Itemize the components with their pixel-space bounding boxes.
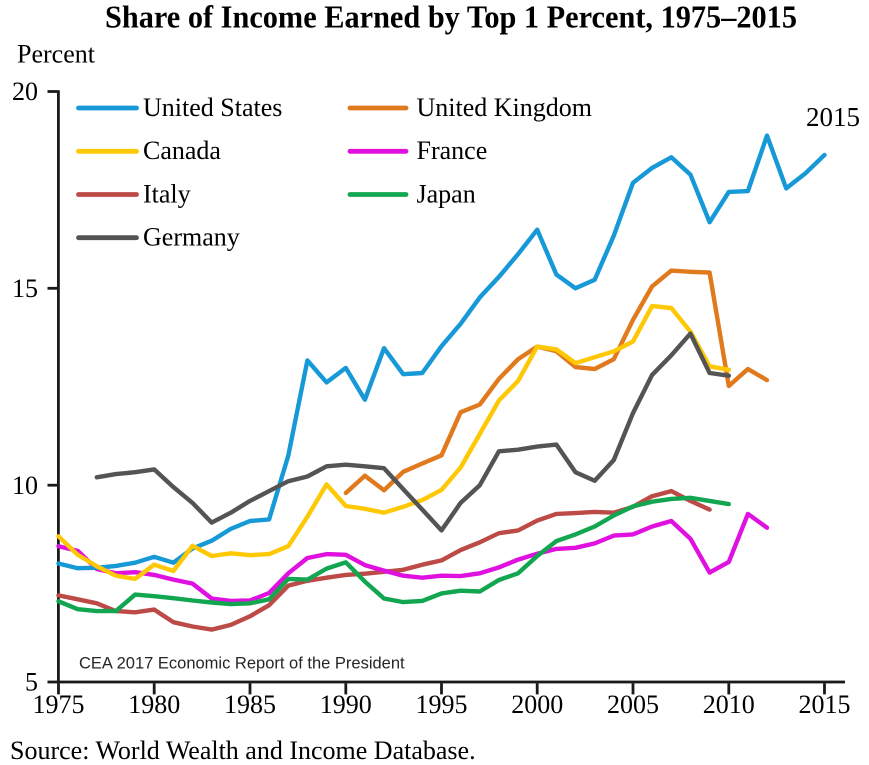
svg-text:France: France [417, 136, 488, 165]
svg-text:1985: 1985 [224, 690, 276, 719]
svg-text:CEA 2017 Economic Report of th: CEA 2017 Economic Report of the Presiden… [79, 655, 405, 673]
svg-text:5: 5 [25, 668, 38, 697]
svg-text:Share of Income Earned by Top: Share of Income Earned by Top 1 Percent,… [105, 0, 797, 35]
svg-text:2005: 2005 [607, 690, 659, 719]
svg-text:Percent: Percent [17, 40, 96, 69]
svg-text:Japan: Japan [417, 179, 476, 208]
svg-text:United Kingdom: United Kingdom [417, 93, 593, 122]
svg-text:Germany: Germany [143, 223, 240, 252]
svg-text:20: 20 [12, 77, 38, 106]
svg-text:Italy: Italy [143, 179, 191, 208]
svg-text:2000: 2000 [511, 690, 563, 719]
svg-text:1980: 1980 [128, 690, 180, 719]
svg-text:2015: 2015 [799, 690, 851, 719]
svg-text:Canada: Canada [143, 136, 221, 165]
svg-text:1975: 1975 [33, 690, 85, 719]
svg-text:Source: World Wealth and Incom: Source: World Wealth and Income Database… [10, 736, 476, 765]
svg-text:2010: 2010 [703, 690, 755, 719]
svg-text:1995: 1995 [416, 690, 468, 719]
svg-text:United States: United States [143, 93, 282, 122]
svg-text:2015: 2015 [806, 102, 860, 132]
svg-text:10: 10 [12, 471, 38, 500]
svg-text:15: 15 [12, 274, 38, 303]
svg-text:1990: 1990 [320, 690, 372, 719]
